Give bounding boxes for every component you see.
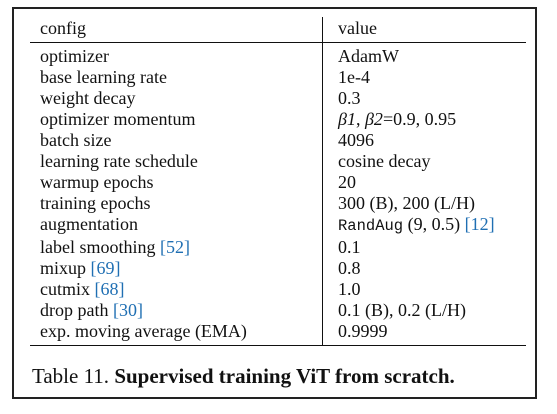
citation-link[interactable]: [68] (94, 279, 125, 299)
table-row: cutmix [68] 1.0 (30, 279, 526, 300)
value-cell: β1, β2=0.9, 0.95 (338, 109, 457, 129)
table-row: augmentation RandAug (9, 0.5) [12] (30, 214, 526, 237)
table-row: drop path [30] 0.1 (B), 0.2 (L/H) (30, 300, 526, 321)
config-cell: learning rate schedule (30, 151, 323, 172)
table-caption: Table 11. Supervised training ViT from s… (32, 364, 532, 388)
value-cell: 0.3 (338, 88, 361, 108)
value-cell: 1e-4 (338, 67, 370, 87)
value-cell: 0.1 (B), 0.2 (L/H) (338, 300, 466, 320)
table-row: base learning rate 1e-4 (30, 67, 526, 88)
value-cell: 1.0 (338, 279, 361, 299)
citation-link[interactable]: [69] (90, 258, 121, 278)
table-row: mixup [69] 0.8 (30, 258, 526, 279)
header-row: config value (30, 17, 526, 43)
table-row: exp. moving average (EMA) 0.9999 (30, 321, 526, 346)
value-cell: 0.8 (338, 258, 361, 278)
config-label: mixup (40, 258, 87, 278)
table-row: learning rate schedule cosine decay (30, 151, 526, 172)
config-cell: optimizer momentum (30, 109, 323, 130)
table-row: optimizer momentum β1, β2=0.9, 0.95 (30, 109, 526, 130)
config-label: cutmix (40, 279, 90, 299)
header-config: config (30, 17, 323, 43)
value-cell: AdamW (338, 46, 399, 66)
config-cell: mixup [69] (30, 258, 323, 279)
config-label: label smoothing (40, 237, 156, 257)
table-row: label smoothing [52] 0.1 (30, 237, 526, 258)
value-cell: 0.9999 (322, 321, 526, 346)
config-cell: warmup epochs (30, 172, 323, 193)
value-cell: 4096 (338, 130, 374, 150)
config-cell: cutmix [68] (30, 279, 323, 300)
config-cell: weight decay (30, 88, 323, 109)
table-row: warmup epochs 20 (30, 172, 526, 193)
citation-link[interactable]: [12] (464, 214, 495, 234)
caption-label: Table 11. (32, 364, 110, 388)
citation-link[interactable]: [30] (112, 300, 143, 320)
value-cell: 20 (338, 172, 356, 192)
table-row: training epochs 300 (B), 200 (L/H) (30, 193, 526, 214)
citation-link[interactable]: [52] (160, 237, 190, 257)
config-table: config value optimizer AdamW base learni… (30, 17, 526, 346)
randaug-params: (9, 0.5) (403, 214, 465, 234)
table-row: batch size 4096 (30, 130, 526, 151)
beta2-symbol: β2 (364, 109, 383, 129)
caption-title: Supervised training ViT from scratch. (114, 364, 455, 388)
randaug-code: RandAug (338, 217, 404, 235)
figure-frame (12, 7, 537, 399)
table-row: weight decay 0.3 (30, 88, 526, 109)
value-cell: 300 (B), 200 (L/H) (338, 193, 475, 213)
config-cell: batch size (30, 130, 323, 151)
header-value: value (322, 17, 526, 43)
value-cell: 0.1 (338, 237, 361, 257)
config-cell: augmentation (30, 214, 323, 237)
config-label: drop path (40, 300, 109, 320)
value-cell: cosine decay (338, 151, 431, 171)
config-cell: optimizer (30, 42, 323, 67)
config-cell: exp. moving average (EMA) (30, 321, 323, 346)
config-cell: drop path [30] (30, 300, 323, 321)
value-cell: RandAug (9, 0.5) [12] (323, 214, 527, 237)
config-cell: base learning rate (30, 67, 323, 88)
config-cell: label smoothing [52] (30, 237, 323, 258)
table-row: optimizer AdamW (30, 42, 526, 67)
beta1-symbol: β1 (338, 109, 356, 129)
config-cell: training epochs (30, 193, 323, 214)
momentum-values: =0.9, 0.95 (382, 109, 457, 129)
